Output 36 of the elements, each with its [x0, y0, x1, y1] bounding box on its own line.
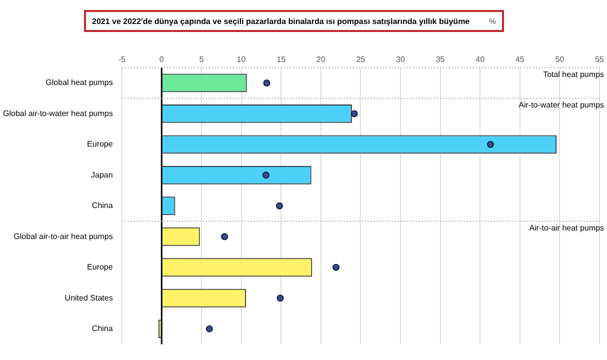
- annotation: Total heat pumps: [543, 70, 604, 79]
- point: [332, 264, 340, 271]
- x-tick-label: 0: [159, 55, 164, 64]
- x-tick-label: 15: [276, 55, 286, 64]
- x-tick-label: -5: [118, 55, 126, 64]
- x-tick-label: 50: [555, 55, 565, 64]
- y-tick-label: Europe: [87, 140, 114, 149]
- y-tick-label: Global air-to-water heat pumps: [3, 108, 113, 118]
- x-tick-label: 5: [199, 55, 204, 64]
- point: [276, 202, 283, 210]
- point: [206, 325, 213, 332]
- chart-subtitle: %: [488, 16, 496, 26]
- y-tick-label: Global air-to-air heat pumps: [14, 232, 113, 241]
- y-tick-label: Japan: [91, 170, 113, 180]
- y-tick-label: United States: [64, 293, 113, 302]
- point: [486, 140, 494, 148]
- x-tick-label: 35: [436, 55, 446, 64]
- point: [221, 233, 228, 240]
- y-tick-label: Europe: [87, 262, 114, 272]
- y-tick-label: China: [92, 201, 114, 210]
- point: [262, 172, 270, 179]
- point: [263, 79, 270, 86]
- annotation: Air-to-air heat pumps: [529, 223, 604, 232]
- x-tick-label: 30: [396, 55, 406, 64]
- y-tick-label: Global heat pumps: [46, 78, 113, 88]
- annotation: Air-to-water heat pumps: [518, 100, 604, 110]
- x-tick-label: 20: [316, 55, 326, 64]
- x-tick-label: 40: [476, 55, 486, 64]
- x-tick-label: 25: [356, 55, 366, 64]
- y-tick-label: China: [92, 324, 114, 334]
- x-tick-label: 55: [595, 55, 605, 64]
- chart-title: 2021 ve 2022'de dünya çapında ve seçili pazarlarda binalarda ısı pompası satışlarında yıllık büyüme: [92, 16, 470, 26]
- point: [350, 110, 358, 118]
- x-tick-label: 45: [515, 55, 525, 64]
- point: [276, 294, 284, 302]
- x-tick-label: 10: [236, 55, 246, 64]
